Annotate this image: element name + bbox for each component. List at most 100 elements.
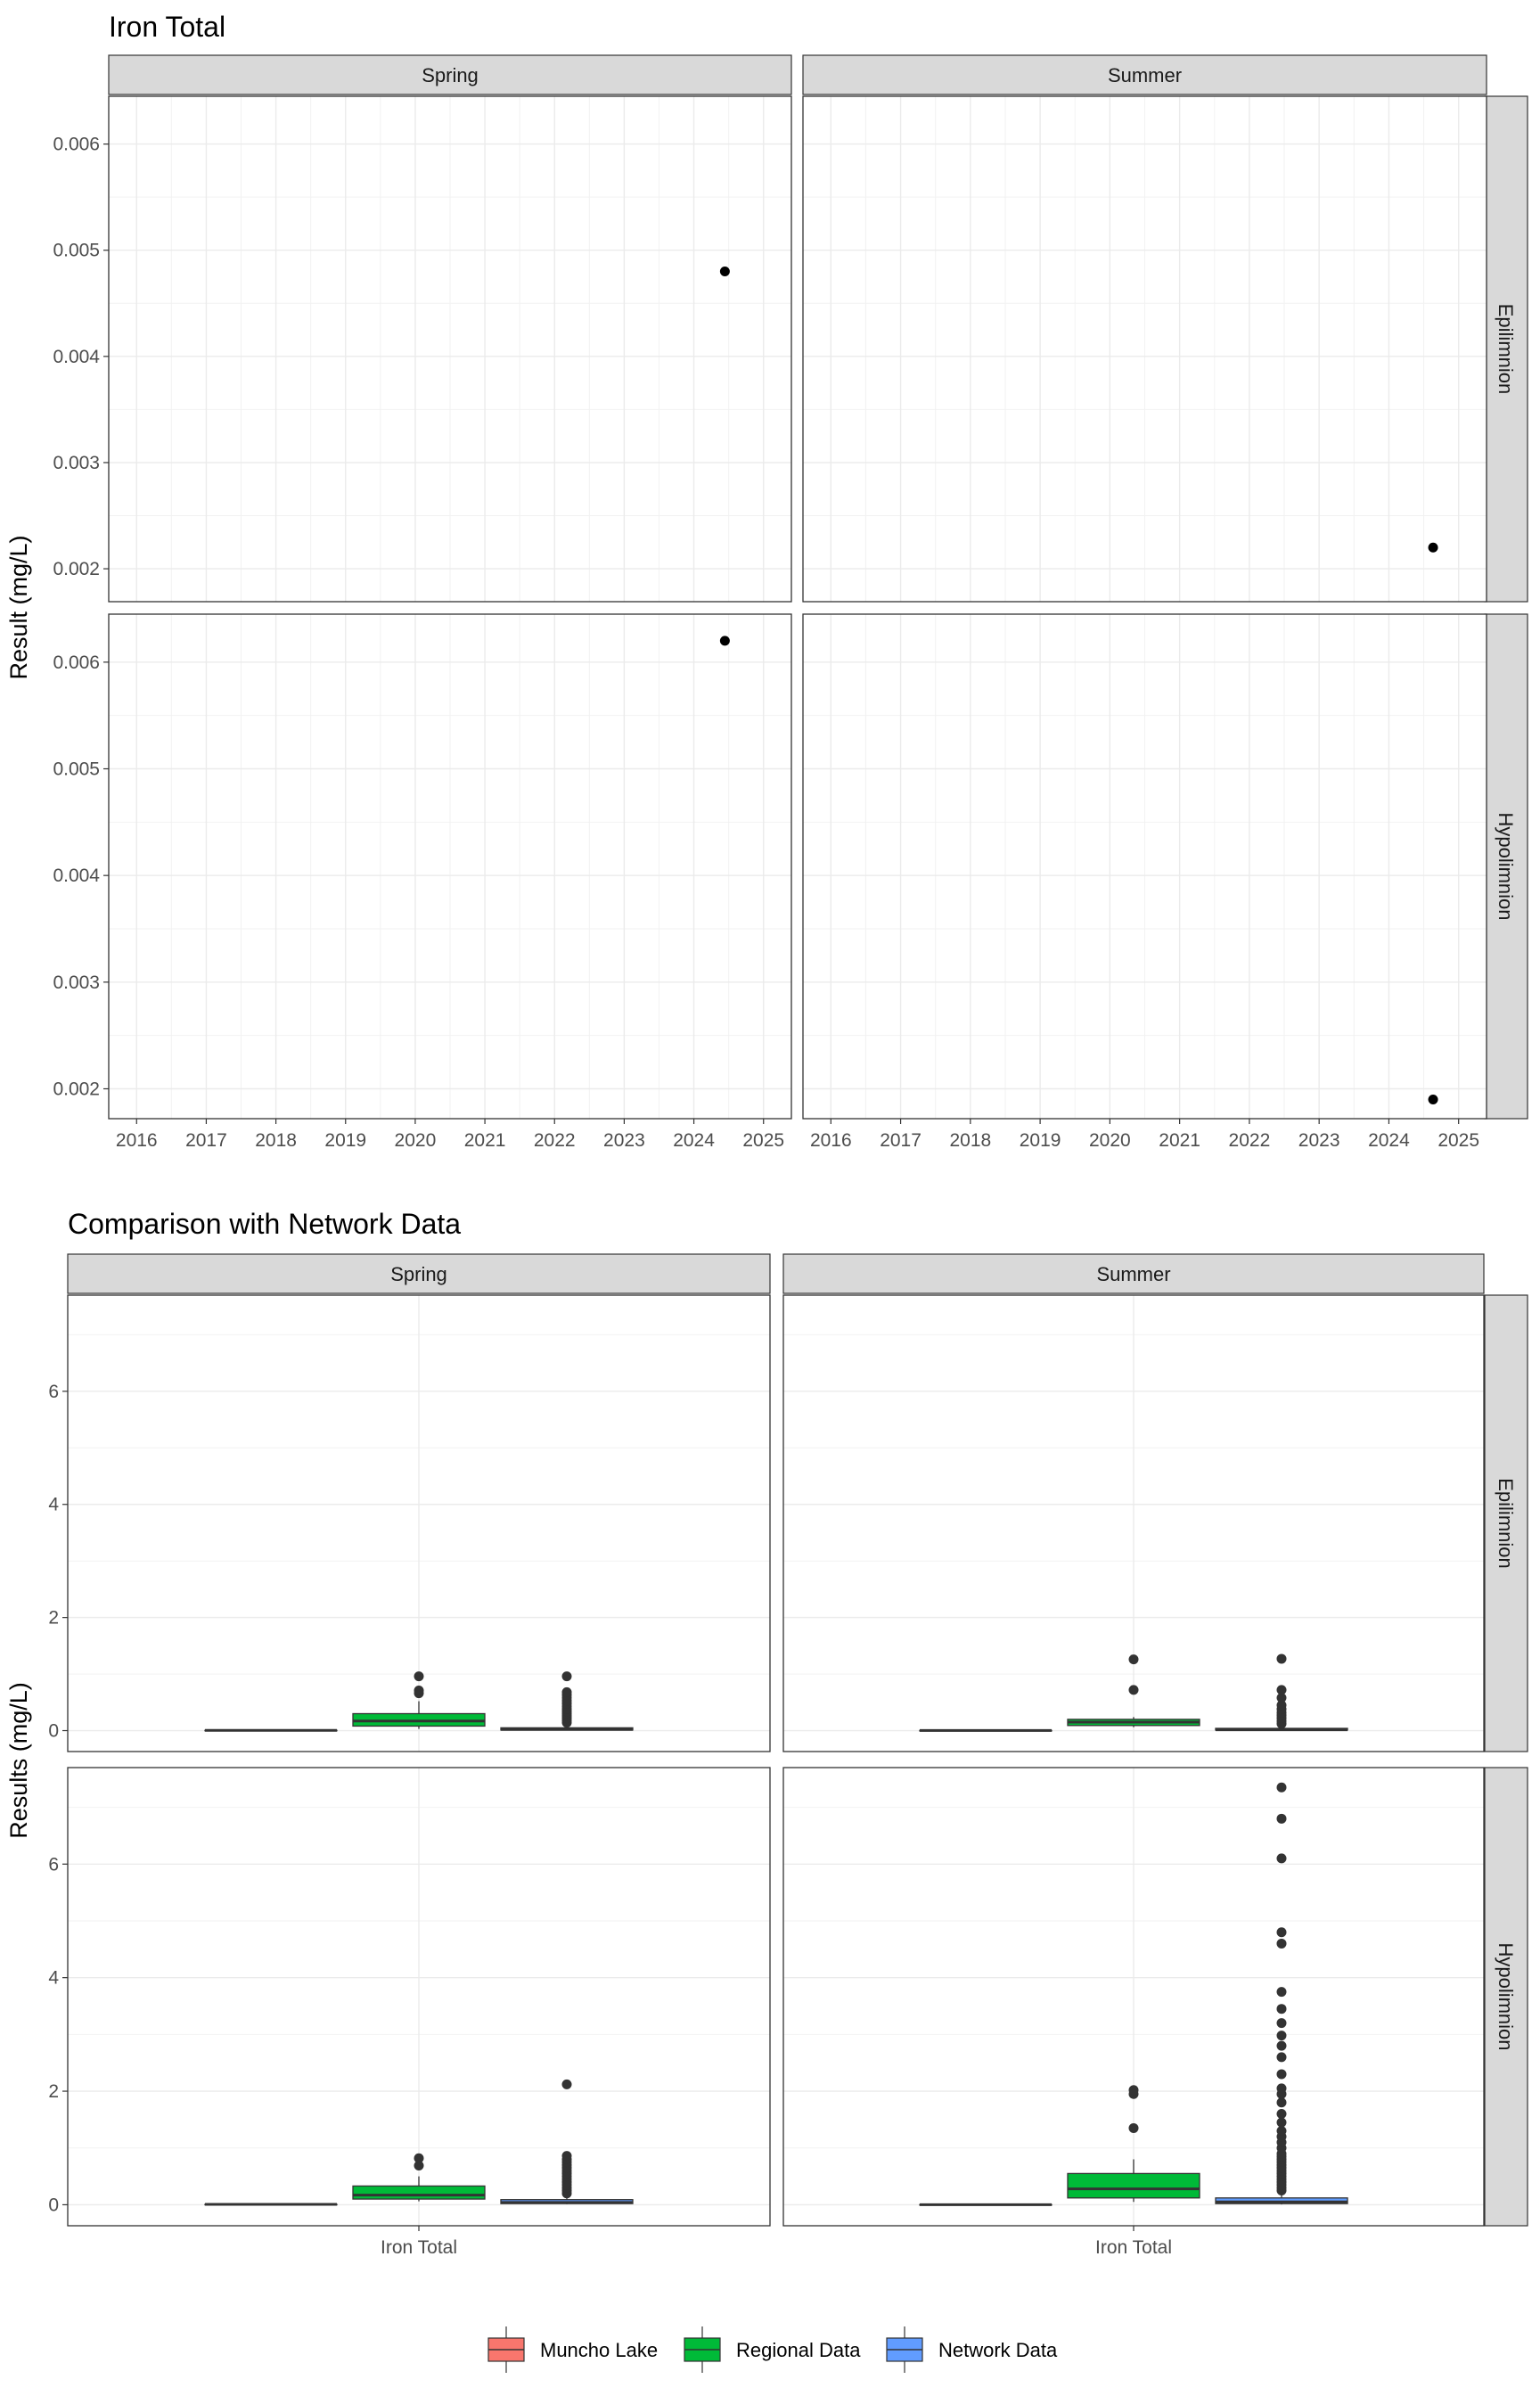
- chart2-y-tick-label: 4: [48, 1968, 59, 1989]
- chart2-outlier-point: [1276, 2004, 1287, 2014]
- chart2-outlier-point: [1276, 1693, 1287, 1703]
- chart1-x-tick-label: 2017: [880, 1130, 922, 1151]
- chart1-x-tick-label: 2019: [324, 1130, 366, 1151]
- chart2-outlier-point: [1276, 1927, 1287, 1938]
- chart2-outlier-point: [1276, 2052, 1287, 2063]
- chart2-outlier-point: [414, 1685, 424, 1695]
- chart1-x-tick-label: 2016: [116, 1130, 158, 1151]
- chart1-x-tick-label: 2021: [1159, 1130, 1200, 1151]
- chart2-outlier-point: [1276, 2109, 1287, 2120]
- chart2-y-tick-label: 6: [48, 1854, 59, 1875]
- chart2-row-strip-label: Hypolimnion: [1495, 1942, 1517, 2050]
- chart2-y-tick-label: 0: [48, 2195, 59, 2215]
- chart2-outlier-point: [414, 2153, 424, 2163]
- chart1-strip-hypolimnion: [1484, 613, 1528, 1120]
- chart1-x-tick-label: 2023: [1298, 1130, 1340, 1151]
- chart1-y-tick-label: 0.006: [53, 135, 100, 155]
- chart1-x-tick-label: 2024: [673, 1130, 715, 1151]
- chart2-outlier-point: [1276, 2018, 1287, 2029]
- chart2-strip-label: Summer: [1096, 1263, 1170, 1285]
- chart1-x-tick-label: 2020: [395, 1130, 437, 1151]
- chart1-y-tick-label: 0.002: [53, 1079, 100, 1099]
- chart2-y-tick-label: 4: [48, 1495, 59, 1515]
- chart1-y-axis-title: Result (mg/L): [5, 535, 32, 679]
- chart1-data-point: [719, 267, 730, 277]
- chart1-panel-border: [108, 613, 792, 1120]
- chart1-x-tick-label: 2025: [742, 1130, 784, 1151]
- chart2-y-tick-label: 0: [48, 1721, 59, 1742]
- chart2-outlier-point: [1276, 1987, 1287, 1998]
- chart1-y-tick-label: 0.004: [53, 866, 100, 886]
- chart1-row-strip-label: Hypolimnion: [1495, 812, 1517, 920]
- chart2-outlier-point: [1276, 2069, 1287, 2080]
- legend-label: Network Data: [938, 2339, 1058, 2361]
- chart2-outlier-point: [561, 2079, 572, 2089]
- chart2-panel-border: [67, 1294, 771, 1752]
- chart1-y-tick-label: 0.004: [53, 347, 100, 367]
- chart1-strip-spring: [108, 54, 792, 95]
- chart2-x-tick-label: Iron Total: [381, 2237, 457, 2258]
- chart2-outlier-point: [1276, 2126, 1287, 2137]
- chart2-outlier-point: [1276, 2031, 1287, 2041]
- chart2-outlier-point: [1276, 2097, 1287, 2108]
- chart1-y-tick-label: 0.005: [53, 241, 100, 261]
- chart2-strip-epilimnion: [1484, 1294, 1528, 1752]
- chart1-panel-border: [802, 95, 1487, 603]
- chart2-row-strip-label: Epilimnion: [1495, 1478, 1517, 1569]
- chart2-box: [1067, 2172, 1200, 2199]
- chart1-y-tick-label: 0.005: [53, 759, 100, 780]
- chart2-y-axis-title: Results (mg/L): [5, 1682, 32, 1839]
- chart1-panel-border: [802, 613, 1487, 1120]
- chart1-x-tick-label: 2022: [534, 1130, 576, 1151]
- chart1-x-tick-label: 2017: [185, 1130, 227, 1151]
- chart1-x-tick-label: 2020: [1089, 1130, 1131, 1151]
- chart2-strip-summer: [782, 1253, 1485, 1294]
- chart1-strip-epilimnion: [1484, 95, 1528, 603]
- chart1-x-tick-label: 2022: [1229, 1130, 1271, 1151]
- chart1-strip-label: Spring: [422, 64, 479, 86]
- chart2-outlier-point: [1276, 2117, 1287, 2128]
- chart1-x-tick-label: 2018: [949, 1130, 991, 1151]
- chart2-y-tick-label: 2: [48, 2081, 59, 2102]
- chart1-y-tick-label: 0.002: [53, 559, 100, 579]
- chart1-x-tick-label: 2021: [464, 1130, 506, 1151]
- chart2-outlier-point: [1276, 2040, 1287, 2051]
- chart2-box: [352, 2185, 486, 2200]
- chart2-outlier-point: [1128, 1654, 1139, 1665]
- chart1-y-tick-label: 0.003: [53, 972, 100, 993]
- chart2-outlier-point: [1276, 2083, 1287, 2094]
- chart2-y-tick-label: 2: [48, 1608, 59, 1629]
- chart2-outlier-point: [1276, 1813, 1287, 1824]
- chart2-outlier-point: [1276, 1700, 1287, 1711]
- chart2-y-tick-label: 6: [48, 1382, 59, 1402]
- chart1-y-tick-label: 0.006: [53, 652, 100, 673]
- chart1-x-tick-label: 2016: [810, 1130, 852, 1151]
- chart2-outlier-point: [561, 1686, 572, 1697]
- chart1-panel-border: [108, 95, 792, 603]
- chart2-strip-spring: [67, 1253, 771, 1294]
- chart2-outlier-point: [1128, 2085, 1139, 2096]
- chart2-outlier-point: [1276, 1653, 1287, 1664]
- legend-label: Regional Data: [736, 2339, 861, 2361]
- chart1-strip-label: Summer: [1108, 64, 1182, 86]
- chart2-outlier-point: [561, 2151, 572, 2162]
- chart2-title: Comparison with Network Data: [68, 1208, 461, 1240]
- chart1-data-point: [1428, 1094, 1438, 1104]
- chart2-strip-label: Spring: [390, 1263, 447, 1285]
- chart1-x-tick-label: 2024: [1368, 1130, 1410, 1151]
- chart2-outlier-point: [1276, 1685, 1287, 1695]
- chart2-strip-hypolimnion: [1484, 1767, 1528, 2227]
- chart2-outlier-point: [1128, 2122, 1139, 2133]
- chart1-strip-summer: [802, 54, 1487, 95]
- chart2-outlier-point: [414, 1671, 424, 1682]
- chart2-outlier-point: [1276, 1938, 1287, 1949]
- chart2-outlier-point: [1128, 1685, 1139, 1695]
- chart2-outlier-point: [1276, 1782, 1287, 1793]
- chart1-row-strip-label: Epilimnion: [1495, 304, 1517, 395]
- chart2-outlier-point: [561, 1671, 572, 1682]
- chart1-x-tick-label: 2019: [1020, 1130, 1061, 1151]
- chart2-outlier-point: [414, 2160, 424, 2170]
- chart1-x-tick-label: 2025: [1438, 1130, 1479, 1151]
- chart2-outlier-point: [1276, 1853, 1287, 1864]
